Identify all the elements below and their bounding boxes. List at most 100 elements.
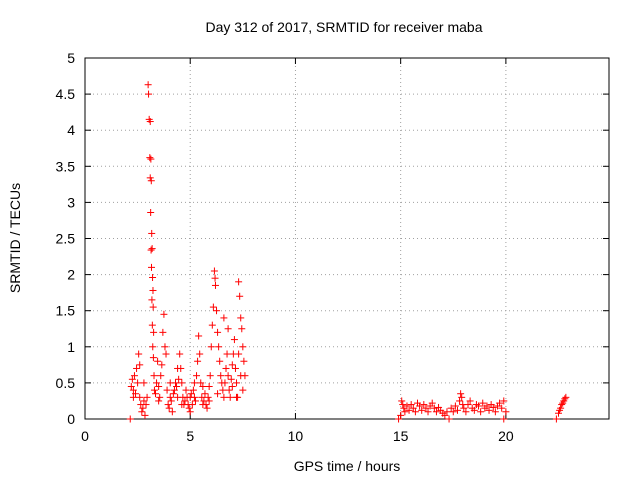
data-point <box>166 379 174 387</box>
x-tick-label: 5 <box>186 428 194 444</box>
data-point <box>136 393 144 401</box>
data-point <box>140 397 148 405</box>
data-point <box>156 393 164 401</box>
data-point <box>148 245 156 253</box>
data-point <box>457 390 465 398</box>
data-point <box>224 372 232 380</box>
data-point <box>150 372 158 380</box>
data-point <box>149 303 157 311</box>
data-point <box>409 404 417 412</box>
y-tick-label: 4.5 <box>56 86 76 102</box>
data-point <box>191 397 199 405</box>
data-point <box>129 393 137 401</box>
data-point <box>206 372 214 380</box>
data-point <box>205 383 213 391</box>
y-tick-label: 4 <box>67 122 75 138</box>
data-point <box>142 401 150 409</box>
data-point <box>399 401 407 409</box>
x-axis-title: GPS time / hours <box>294 458 401 474</box>
data-point <box>237 314 245 322</box>
data-point <box>202 401 210 409</box>
data-point <box>130 372 138 380</box>
data-point <box>148 229 156 237</box>
y-tick-label: 1 <box>67 339 75 355</box>
y-tick-label: 5 <box>67 50 75 66</box>
data-point <box>197 379 205 387</box>
data-point <box>397 411 405 419</box>
data-point <box>187 390 195 398</box>
data-point <box>186 408 194 416</box>
data-point <box>176 350 184 358</box>
data-point <box>204 393 212 401</box>
data-point <box>215 343 223 351</box>
data-point <box>445 415 453 423</box>
data-point <box>143 393 151 401</box>
data-point <box>395 415 403 423</box>
data-point <box>239 343 247 351</box>
data-point <box>228 361 236 369</box>
data-point <box>489 403 497 411</box>
data-point <box>151 390 159 398</box>
data-point <box>428 399 436 407</box>
data-point <box>195 332 203 340</box>
data-point <box>178 379 186 387</box>
data-point <box>430 404 438 412</box>
data-point <box>132 390 140 398</box>
data-point <box>453 406 461 414</box>
x-tick-label: 10 <box>288 428 304 444</box>
data-point <box>483 402 491 410</box>
data-point <box>141 411 149 419</box>
data-point <box>561 395 569 403</box>
data-point <box>140 379 148 387</box>
data-point <box>449 408 457 416</box>
data-point <box>159 328 167 336</box>
data-point <box>188 401 196 409</box>
data-point <box>496 399 504 407</box>
chart-title: Day 312 of 2017, SRMTID for receiver mab… <box>205 19 482 35</box>
data-point <box>223 350 231 358</box>
data-point <box>146 174 154 182</box>
data-point <box>190 393 198 401</box>
data-point <box>135 350 143 358</box>
data-point <box>441 411 449 419</box>
data-point <box>210 267 218 275</box>
data-point <box>199 383 207 391</box>
data-point <box>166 393 174 401</box>
data-point <box>407 401 415 409</box>
data-point <box>477 408 485 416</box>
data-point <box>150 328 158 336</box>
data-point <box>217 372 225 380</box>
data-point <box>163 386 171 394</box>
data-point <box>214 328 222 336</box>
data-point <box>173 383 181 391</box>
data-point <box>451 402 459 410</box>
data-point <box>158 361 166 369</box>
data-point <box>146 118 154 126</box>
data-point <box>456 397 464 405</box>
x-tick-label: 15 <box>393 428 409 444</box>
data-point <box>221 379 229 387</box>
data-point <box>401 408 409 416</box>
data-point <box>178 401 186 409</box>
data-point <box>233 393 241 401</box>
data-point <box>208 321 216 329</box>
data-point <box>233 379 241 387</box>
data-point <box>236 292 244 300</box>
data-point <box>220 314 228 322</box>
data-point <box>498 404 506 412</box>
data-point <box>154 357 162 365</box>
data-point <box>147 263 155 271</box>
x-tick-label: 20 <box>498 428 514 444</box>
y-tick-label: 3 <box>67 194 75 210</box>
data-point <box>174 364 182 372</box>
data-point <box>239 386 247 394</box>
data-point <box>126 415 134 423</box>
data-point <box>165 404 173 412</box>
tick-layer: 0 5 10 15 20 0 0.5 1 1.5 2 2.5 3 3.5 4 4.5 5 <box>56 50 609 444</box>
data-point <box>235 350 243 358</box>
x-tick-label: 0 <box>81 428 89 444</box>
data-point <box>129 386 137 394</box>
data-point <box>420 401 428 409</box>
data-point <box>133 364 141 372</box>
